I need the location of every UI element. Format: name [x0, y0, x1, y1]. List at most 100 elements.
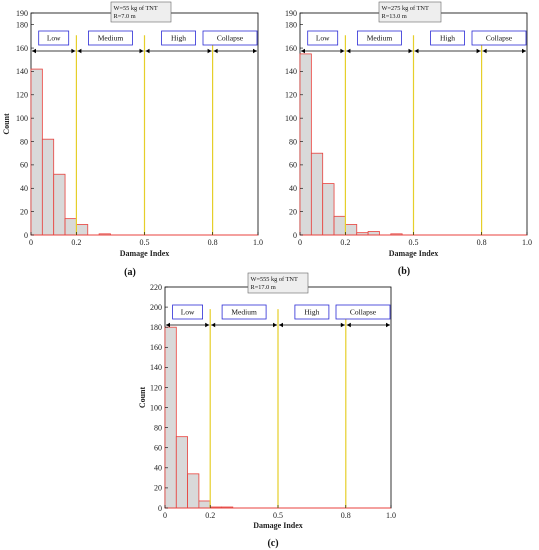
histogram-bar [299, 53, 312, 236]
y-tick-label: 0 [24, 231, 28, 240]
damage-zone-box [357, 30, 402, 46]
damage-zone-label: Collapse [217, 34, 244, 43]
y-tick-label: 80 [20, 137, 28, 146]
x-axis-label: Damage Index [389, 249, 439, 258]
arrow-head [522, 48, 526, 54]
y-tick-label: 80 [289, 137, 297, 146]
damage-zone-box [430, 30, 465, 46]
arrow-head [408, 48, 413, 54]
x-tick-label: 1.0 [386, 511, 396, 520]
panel-label: (b) [398, 266, 410, 277]
damage-zone-label: Medium [367, 34, 393, 43]
y-tick-label: 180 [150, 323, 162, 332]
y-tick-label: 40 [154, 464, 162, 473]
arrow-head [139, 48, 144, 54]
arrow-head [207, 48, 212, 54]
histogram-bar [53, 173, 66, 236]
x-tick-label: 0.8 [341, 511, 351, 520]
damage-zone-label: High [440, 34, 455, 43]
y-tick-label: 180 [285, 20, 297, 29]
x-tick-label: 0.5 [409, 238, 419, 247]
x-tick-label: 0.8 [477, 238, 487, 247]
x-axis-label: Damage Index [120, 249, 170, 258]
y-tick-label: 190 [16, 9, 28, 18]
y-tick-label: 20 [20, 207, 28, 216]
damage-zone-box [161, 30, 196, 46]
histogram-bar [175, 436, 189, 509]
y-axis-label: Count [2, 113, 11, 135]
damage-zone-box [294, 304, 330, 320]
damage-zone-label: Collapse [350, 308, 377, 317]
y-tick-label: 120 [150, 383, 162, 392]
panel-label: (a) [124, 267, 136, 278]
y-tick-label: 60 [154, 444, 162, 453]
y-tick-label: 100 [150, 403, 162, 412]
arrow-head [213, 48, 218, 54]
damage-zone-label: Low [316, 34, 330, 43]
arrow-head [205, 322, 210, 328]
arrow-head [32, 48, 36, 54]
arrow-head [273, 322, 277, 328]
y-tick-label: 190 [285, 9, 297, 18]
annotation-text: R=7.0 m [114, 13, 136, 20]
damage-zone-box [38, 30, 70, 46]
histogram-bar [310, 152, 324, 236]
x-tick-label: 0 [163, 511, 167, 520]
x-tick-label: 0.5 [140, 238, 150, 247]
damage-zone-box [335, 304, 391, 320]
arrow-head [145, 48, 150, 54]
damage-zone-box [221, 304, 267, 320]
histogram-bar [198, 500, 211, 509]
arrow-head [482, 48, 487, 54]
damage-zone-box [172, 304, 204, 320]
damage-zone-label: Low [47, 34, 61, 43]
chart-panel-1: Low Medium High Collapse W=55 kg of TNTR=7.0… [2, 1, 263, 278]
arrow-head [253, 48, 257, 54]
y-tick-label: 20 [154, 484, 162, 493]
damage-zone-label: Medium [231, 308, 257, 317]
annotation-text: R=17.0 m [251, 284, 276, 291]
y-tick-label: 0 [158, 504, 162, 513]
damage-zone-label: High [304, 308, 319, 317]
annotation-text: R=13.0 m [382, 13, 407, 20]
damage-zone-box [88, 30, 133, 46]
y-tick-label: 120 [285, 91, 297, 100]
damage-zone-label: Medium [98, 34, 124, 43]
histogram-bar [333, 215, 346, 236]
y-tick-label: 20 [289, 207, 297, 216]
y-tick-label: 220 [150, 283, 162, 292]
arrow-head [346, 48, 351, 54]
damage-zone-box [202, 30, 258, 46]
y-tick-label: 60 [20, 161, 28, 170]
x-tick-label: 1.0 [522, 238, 532, 247]
x-tick-label: 0 [298, 238, 302, 247]
damage-zone-box [471, 30, 527, 46]
histogram-bar [322, 183, 335, 236]
y-tick-label: 40 [289, 184, 297, 193]
y-tick-label: 160 [150, 343, 162, 352]
y-tick-label: 140 [150, 363, 162, 372]
histogram-bar [367, 231, 380, 236]
x-tick-label: 0.5 [273, 511, 283, 520]
arrow-head [301, 48, 305, 54]
annotation-box [378, 1, 442, 23]
arrow-head [340, 48, 345, 54]
histogram-bar [64, 218, 77, 236]
damage-zone-label: Collapse [486, 34, 513, 43]
x-tick-label: 0.2 [340, 238, 350, 247]
arrow-head [77, 48, 82, 54]
y-tick-label: 140 [16, 67, 28, 76]
histogram-bar [76, 224, 89, 236]
y-tick-label: 80 [154, 423, 162, 432]
arrow-head [279, 322, 283, 328]
damage-zone-label: Low [181, 308, 195, 317]
x-tick-label: 0.2 [71, 238, 81, 247]
chart-panel-2: Low Medium High Collapse W=275 kg of TNTR=13… [285, 1, 532, 277]
y-tick-label: 40 [20, 184, 28, 193]
y-tick-label: 180 [16, 20, 28, 29]
arrow-head [211, 322, 216, 328]
x-tick-label: 0.2 [205, 511, 215, 520]
annotation-box [110, 1, 172, 23]
y-tick-label: 120 [16, 91, 28, 100]
damage-zone-label: High [171, 34, 186, 43]
